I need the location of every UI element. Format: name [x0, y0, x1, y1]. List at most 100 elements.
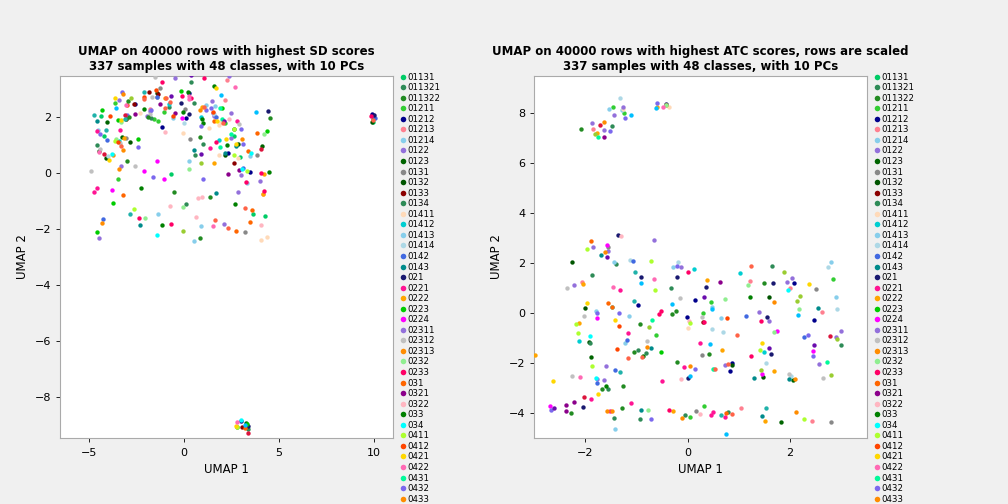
Point	[612, 286, 628, 294]
Point	[100, 152, 116, 160]
Point	[140, 113, 156, 121]
Point	[721, 360, 737, 368]
Point	[252, 176, 268, 184]
Legend: 01131, 011321, 011322, 01211, 01212, 01213, 01214, 0122, 0123, 0131, 0132, 0133,: 01131, 011321, 011322, 01211, 01212, 012…	[401, 73, 440, 504]
Point	[602, 407, 618, 415]
Point	[118, 115, 134, 123]
Point	[583, 237, 599, 245]
Point	[688, 407, 705, 415]
Point	[97, 150, 113, 158]
Point	[743, 262, 759, 270]
Point	[696, 319, 712, 327]
Point	[163, 220, 179, 228]
Point	[226, 125, 242, 134]
X-axis label: UMAP 1: UMAP 1	[678, 463, 723, 476]
Point	[668, 306, 684, 314]
Point	[260, 106, 276, 114]
Point	[757, 416, 773, 424]
Point	[673, 375, 689, 384]
Point	[829, 304, 845, 312]
Point	[800, 280, 816, 288]
Point	[363, 112, 379, 120]
Point	[682, 413, 699, 421]
Point	[145, 115, 161, 123]
Point	[249, 151, 265, 159]
Point	[256, 187, 272, 196]
Point	[126, 100, 142, 108]
Point	[127, 110, 143, 118]
Point	[826, 275, 842, 283]
Point	[704, 302, 720, 310]
Point	[233, 417, 249, 425]
Point	[148, 89, 164, 97]
Point	[754, 370, 770, 378]
Point	[615, 105, 631, 113]
Point	[113, 139, 129, 147]
Point	[791, 305, 807, 313]
Point	[220, 149, 236, 157]
Point	[226, 132, 242, 140]
Point	[593, 121, 609, 130]
Point	[784, 274, 800, 282]
Point	[621, 312, 637, 320]
Point	[613, 232, 629, 240]
Point	[147, 86, 163, 94]
Point	[180, 157, 197, 165]
Point	[758, 404, 774, 412]
Point	[720, 313, 736, 322]
Point	[150, 90, 166, 98]
Point	[742, 293, 758, 301]
Point	[599, 241, 615, 249]
Point	[786, 375, 802, 383]
Point	[238, 178, 254, 186]
Point	[227, 201, 243, 209]
Point	[686, 364, 703, 372]
Point	[164, 114, 180, 122]
Point	[616, 109, 632, 117]
Point	[759, 313, 775, 321]
Point	[610, 231, 626, 239]
Point	[660, 406, 676, 414]
Point	[630, 301, 646, 309]
Point	[174, 227, 191, 235]
Point	[112, 125, 128, 134]
Point	[698, 283, 714, 291]
Point	[127, 100, 143, 108]
Point	[161, 100, 177, 108]
Point	[108, 137, 124, 145]
Point	[753, 366, 769, 374]
Point	[233, 171, 249, 179]
Point	[162, 202, 178, 210]
Point	[233, 125, 249, 133]
Point	[235, 164, 251, 172]
Point	[158, 94, 174, 102]
Point	[607, 366, 623, 374]
Point	[221, 169, 237, 177]
Point	[181, 92, 198, 100]
Point	[92, 145, 108, 153]
Point	[527, 351, 543, 359]
Point	[571, 329, 587, 337]
Point	[558, 407, 575, 415]
Point	[186, 151, 203, 159]
Point	[619, 336, 635, 344]
Point	[664, 407, 680, 415]
Point	[585, 119, 601, 127]
Point	[617, 339, 633, 347]
Point	[242, 218, 258, 226]
Legend: 01131, 011321, 011322, 01211, 01212, 01213, 01214, 0122, 0123, 0131, 0132, 0133,: 01131, 011321, 011322, 01211, 01212, 012…	[875, 73, 914, 504]
Point	[563, 372, 580, 381]
Point	[234, 135, 250, 143]
Point	[625, 257, 641, 265]
Point	[589, 375, 605, 383]
Point	[238, 419, 254, 427]
Point	[780, 286, 796, 294]
Point	[204, 96, 220, 104]
Point	[245, 210, 261, 218]
Point	[600, 247, 616, 255]
Point	[544, 376, 560, 385]
Point	[219, 141, 235, 149]
Point	[248, 108, 264, 116]
Point	[631, 320, 647, 328]
Point	[207, 216, 223, 224]
